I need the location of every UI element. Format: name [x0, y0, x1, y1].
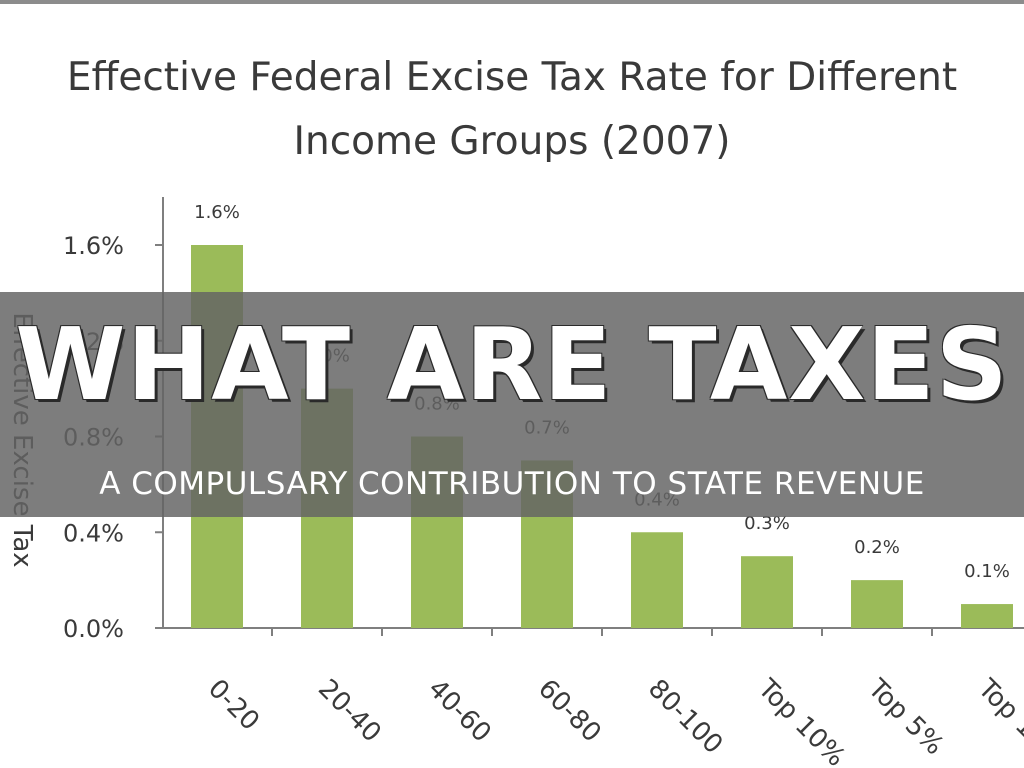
overlay-title: WHAT ARE TAXES — [15, 306, 1009, 423]
chart-title: Effective Federal Excise Tax Rate for Di… — [66, 55, 958, 164]
overlay-subtitle: A COMPULSARY CONTRIBUTION TO STATE REVEN… — [99, 466, 925, 502]
data-label: 0.2% — [854, 537, 900, 558]
x-category-label: 80-100 — [642, 674, 728, 760]
bar — [961, 604, 1013, 628]
bar — [851, 580, 903, 628]
bar — [631, 532, 683, 628]
y-tick-label: 1.6% — [63, 232, 124, 260]
x-category-label: Top 5% — [861, 673, 949, 761]
title-overlay-band: WHAT ARE TAXES A COMPULSARY CONTRIBUTION… — [0, 292, 1024, 517]
x-category-label: Top 1% — [971, 673, 1024, 761]
y-tick-label: 0.0% — [63, 615, 124, 643]
data-label: 1.6% — [194, 202, 240, 223]
data-label: 0.1% — [964, 561, 1010, 582]
x-category-label: 40-60 — [422, 674, 497, 749]
x-category-label: 60-80 — [532, 674, 607, 749]
x-category-label: 20-40 — [312, 674, 387, 749]
data-label: 0.3% — [744, 513, 790, 534]
x-category-label: 0-20 — [202, 674, 265, 737]
x-category-label: Top 10% — [751, 673, 851, 768]
bar — [741, 556, 793, 628]
y-tick-label: 0.4% — [63, 519, 124, 547]
top-border — [0, 0, 1024, 4]
